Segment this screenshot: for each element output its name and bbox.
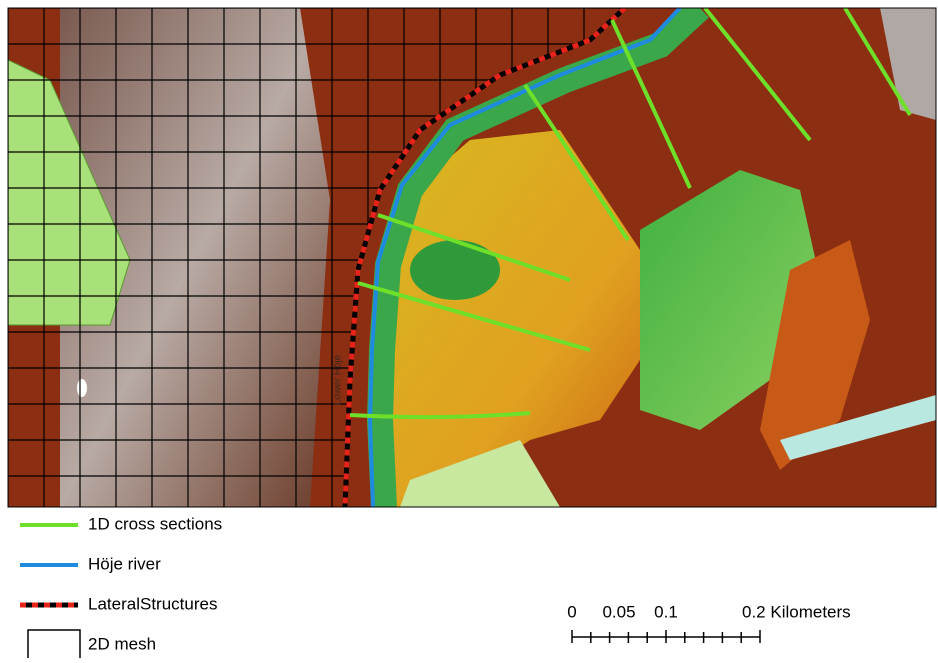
- legend-label: Höje river: [88, 554, 161, 573]
- legend-label: 2D mesh: [88, 634, 156, 653]
- field: [410, 240, 500, 300]
- legend-label: LateralStructures: [88, 594, 217, 613]
- legend-label: 1D cross sections: [88, 514, 222, 533]
- scale-label: 0.05: [602, 602, 635, 621]
- scale-label: 0: [567, 602, 576, 621]
- scale-label: 0.1: [654, 602, 678, 621]
- terrain: [77, 379, 87, 397]
- page: Lower Höje 1D cross sections Höje river …: [0, 0, 938, 658]
- scale-bar: 0 0.05 0.1 0.2 Kilometers: [567, 602, 850, 643]
- river-label: Lower Höje: [333, 354, 344, 405]
- scale-label: 0.2 Kilometers: [742, 602, 851, 621]
- map: Lower Höje: [8, 8, 936, 507]
- legend-swatch: [28, 630, 80, 658]
